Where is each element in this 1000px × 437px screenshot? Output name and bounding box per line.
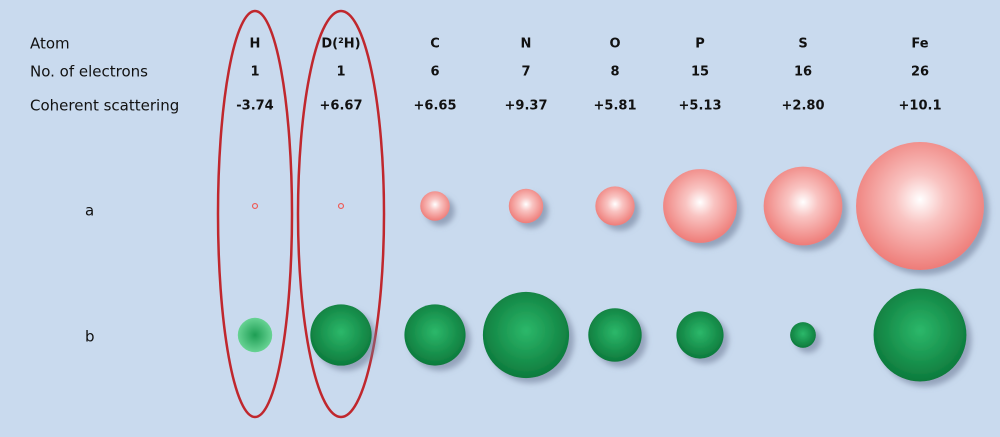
row-label: No. of electrons: [30, 63, 148, 81]
scattering-value: +9.37: [505, 99, 548, 114]
atom-symbol: H: [250, 37, 261, 52]
highlight-ellipse: [216, 9, 294, 419]
electron-count: 7: [521, 65, 530, 80]
atom-symbol: S: [798, 37, 807, 52]
scattering-sphere: [482, 291, 570, 379]
atom-symbol: D(²H): [321, 37, 360, 52]
scattering-value: +5.81: [594, 99, 637, 114]
row-label: a: [85, 202, 94, 220]
row-label: b: [85, 328, 95, 346]
electron-count: 15: [691, 65, 709, 80]
row-label: Atom: [30, 35, 70, 53]
electron-count: 1: [250, 65, 259, 80]
scattering-value: +2.80: [782, 99, 825, 114]
atom-symbol: C: [430, 37, 440, 52]
atom-symbol: O: [609, 37, 620, 52]
highlight-ellipse: [296, 9, 386, 419]
electron-sphere: [663, 169, 737, 243]
atom-symbol: P: [695, 37, 705, 52]
scattering-value: +6.67: [320, 99, 363, 114]
scattering-sphere: [790, 322, 816, 348]
scattering-sphere: [310, 304, 372, 366]
scattering-sphere: [873, 288, 967, 382]
electron-sphere: [337, 202, 345, 210]
row-label: Coherent scattering: [30, 97, 179, 115]
scattering-sphere: [676, 311, 724, 359]
atom-symbol: N: [521, 37, 532, 52]
scattering-sphere: [404, 304, 466, 366]
electron-sphere: [856, 142, 984, 270]
electron-count: 6: [430, 65, 439, 80]
scattering-value: +6.65: [414, 99, 457, 114]
electron-count: 8: [610, 65, 619, 80]
electron-count: 1: [336, 65, 345, 80]
electron-sphere: [420, 191, 450, 221]
scattering-value: +10.1: [899, 99, 942, 114]
electron-sphere: [763, 166, 843, 246]
electron-sphere: [508, 188, 544, 224]
electron-count: 26: [911, 65, 929, 80]
scattering-value: -3.74: [236, 99, 273, 114]
scattering-sphere: [588, 308, 642, 362]
atom-symbol: Fe: [911, 37, 928, 52]
scattering-value: +5.13: [679, 99, 722, 114]
electron-sphere: [595, 186, 635, 226]
electron-sphere: [251, 202, 259, 210]
scattering-sphere: [237, 317, 273, 353]
electron-count: 16: [794, 65, 812, 80]
